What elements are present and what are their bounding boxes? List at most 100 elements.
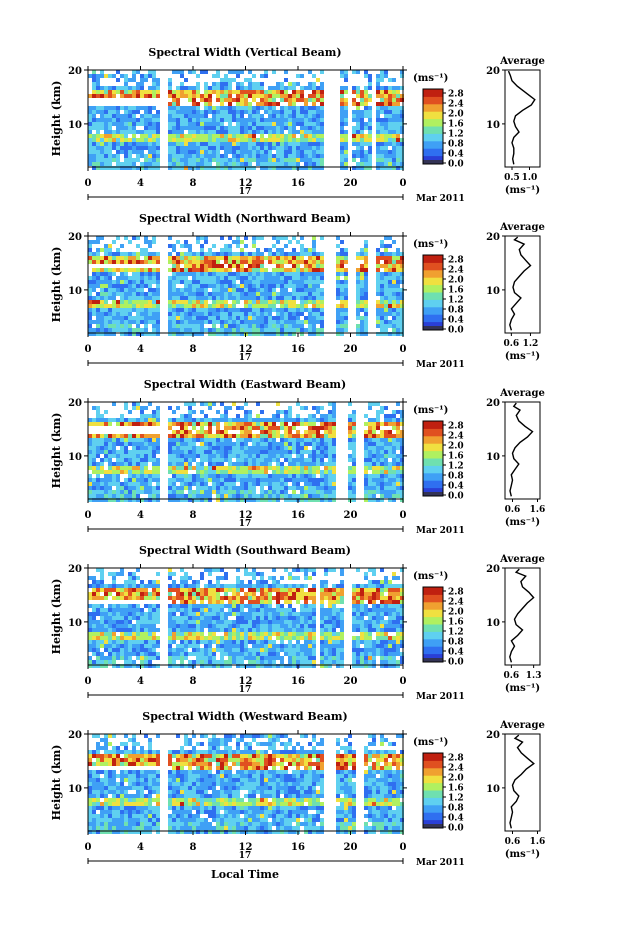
colorbar-segment xyxy=(423,753,443,761)
colorbar-segment xyxy=(423,587,443,595)
panel-title: Spectral Width (Eastward Beam) xyxy=(144,378,346,391)
avg-x-label: (ms⁻¹) xyxy=(505,517,540,528)
average-line xyxy=(509,734,535,829)
y-axis-label: Height (km) xyxy=(50,413,63,489)
y-tick-label: 10 xyxy=(68,618,82,629)
x-tick-label: 4 xyxy=(137,676,144,687)
colorbar-units: (ms⁻¹) xyxy=(413,239,448,250)
x-tick-label: 16 xyxy=(291,676,305,687)
colorbar-underflow xyxy=(423,658,443,662)
colorbar-frame xyxy=(422,752,444,829)
x-tick-label: 20 xyxy=(344,842,358,853)
x-tick-label: 4 xyxy=(137,344,144,355)
colorbar-tick-label: 1.6 xyxy=(448,452,464,462)
average-line xyxy=(509,402,534,497)
colorbar-segment xyxy=(423,269,443,278)
colorbar-segment xyxy=(423,89,443,97)
x-tick-label: 0 xyxy=(85,842,92,853)
colorbar-segment xyxy=(423,299,443,308)
average-title: Average xyxy=(499,388,545,399)
x-tick-label: 0 xyxy=(85,510,92,521)
colorbar-segment xyxy=(423,782,443,791)
day-label: 17 xyxy=(239,187,252,197)
x-tick-label: 12 xyxy=(239,344,253,355)
y-axis-label: Height (km) xyxy=(50,745,63,821)
x-tick-label: 12 xyxy=(239,676,253,687)
x-tick-label: 12 xyxy=(239,178,253,189)
avg-y-tick-label: 20 xyxy=(486,232,500,243)
colorbar-segment xyxy=(423,96,443,105)
average-line xyxy=(507,70,536,165)
panel-title: Spectral Width (Vertical Beam) xyxy=(148,46,341,59)
date-label: Mar 2011 xyxy=(416,526,465,536)
colorbar-units: (ms⁻¹) xyxy=(413,571,448,582)
colorbar-tick-label: 2.0 xyxy=(448,110,464,120)
colorbar-segment xyxy=(423,819,443,828)
colorbar-tick-label: 1.2 xyxy=(448,296,464,306)
panel-title: Spectral Width (Westward Beam) xyxy=(142,710,347,723)
colorbar-tick-label: 0.0 xyxy=(448,824,464,834)
average-title: Average xyxy=(499,554,545,565)
average-line xyxy=(509,568,535,663)
colorbar-segment xyxy=(423,767,443,776)
heatmap-cells xyxy=(88,734,404,834)
colorbar-segment xyxy=(423,790,443,798)
x-tick-label: 0 xyxy=(400,344,407,355)
day-label: 17 xyxy=(239,353,252,363)
average-frame xyxy=(504,733,541,832)
date-label: Mar 2011 xyxy=(416,858,465,868)
colorbar-segment xyxy=(423,118,443,127)
colorbar-tick-label: 2.4 xyxy=(448,100,464,110)
avg-x-tick-label: 1.2 xyxy=(523,339,539,349)
colorbar-tick-label: 0.8 xyxy=(448,472,464,482)
y-tick-label: 10 xyxy=(68,120,82,131)
y-tick-label: 20 xyxy=(68,398,82,409)
colorbar-tick-label: 1.6 xyxy=(448,618,464,628)
y-tick-label: 10 xyxy=(68,452,82,463)
colorbar-frame xyxy=(422,254,444,331)
colorbar-units: (ms⁻¹) xyxy=(413,73,448,84)
x-tick-label: 8 xyxy=(190,842,197,853)
average-title: Average xyxy=(499,720,545,731)
colorbar-tick-label: 2.8 xyxy=(448,588,464,598)
colorbar-segment xyxy=(423,616,443,625)
colorbar-tick-label: 0.4 xyxy=(448,814,464,824)
colorbar-segment xyxy=(423,421,443,429)
avg-y-tick-label: 10 xyxy=(486,286,500,297)
avg-x-tick-label: 0.5 xyxy=(504,173,520,183)
panel-1: Spectral Width (Northward Beam) 20 10 Heigh… xyxy=(50,212,545,370)
colorbar-segment xyxy=(423,458,443,466)
panel-4: Spectral Width (Westward Beam) 20 10 Height… xyxy=(50,710,545,868)
colorbar-segment xyxy=(423,314,443,323)
colorbar-segment xyxy=(423,480,443,489)
colorbar-tick-label: 1.2 xyxy=(448,794,464,804)
average-title: Average xyxy=(499,222,545,233)
avg-y-tick-label: 10 xyxy=(486,452,500,463)
colorbar-tick-label: 2.0 xyxy=(448,276,464,286)
colorbar-tick-label: 0.0 xyxy=(448,326,464,336)
colorbar-underflow xyxy=(423,824,443,828)
colorbar-tick-label: 2.0 xyxy=(448,608,464,618)
colorbar-segment xyxy=(423,601,443,610)
colorbar-tick-label: 1.6 xyxy=(448,286,464,296)
colorbar-units: (ms⁻¹) xyxy=(413,737,448,748)
x-tick-label: 12 xyxy=(239,842,253,853)
x-tick-label: 16 xyxy=(291,178,305,189)
x-tick-label: 8 xyxy=(190,178,197,189)
avg-x-tick-label: 1.6 xyxy=(530,505,546,515)
colorbar-segment xyxy=(423,255,443,263)
colorbar-segment xyxy=(423,428,443,437)
colorbar-frame xyxy=(422,88,444,165)
colorbar-tick-label: 2.8 xyxy=(448,754,464,764)
colorbar-segment xyxy=(423,284,443,293)
avg-x-label: (ms⁻¹) xyxy=(505,351,540,362)
avg-x-tick-label: 0.6 xyxy=(505,505,521,515)
heatmap-cells xyxy=(88,70,404,170)
x-tick-label: 0 xyxy=(85,178,92,189)
colorbar-tick-label: 1.2 xyxy=(448,628,464,638)
colorbar-segment xyxy=(423,133,443,142)
y-tick-label: 10 xyxy=(68,286,82,297)
